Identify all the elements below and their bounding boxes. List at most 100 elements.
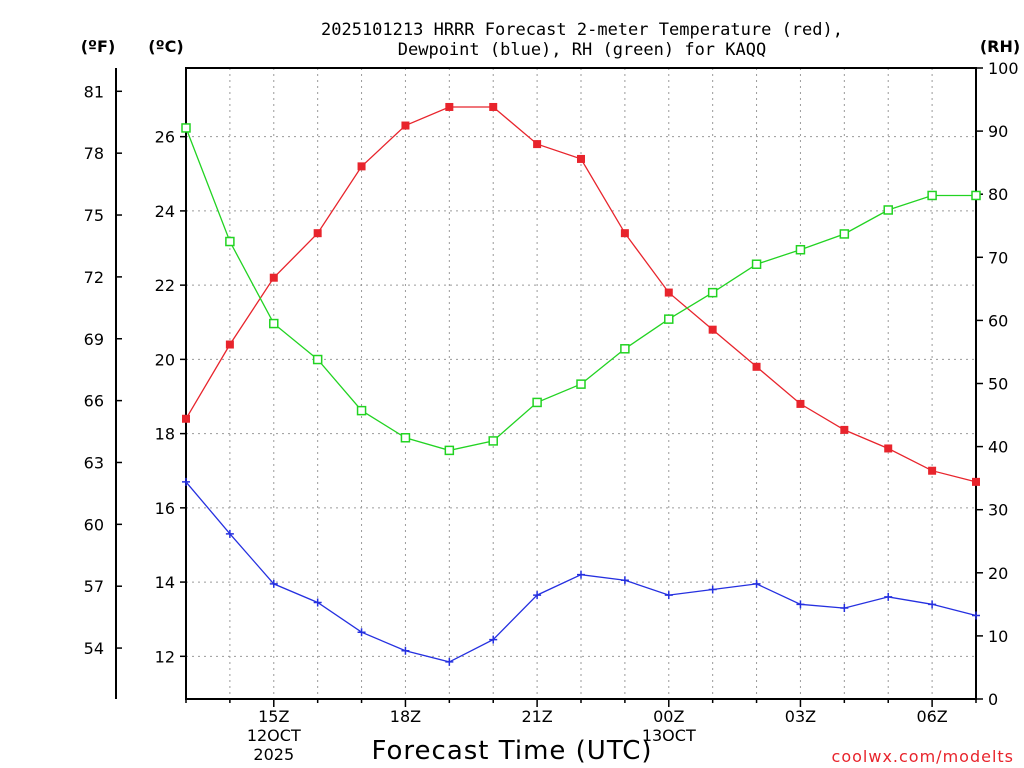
fahrenheit-tick-label: 66 bbox=[84, 392, 104, 411]
rh-point bbox=[576, 379, 586, 389]
dewpoint-point bbox=[840, 604, 849, 613]
temperature-point bbox=[884, 444, 893, 453]
x-tick-label: 12OCT bbox=[247, 726, 301, 745]
dewpoint-point bbox=[182, 477, 190, 486]
x-tick-label: 18Z bbox=[390, 707, 421, 726]
fahrenheit-tick-label: 78 bbox=[84, 144, 104, 163]
dewpoint-point bbox=[357, 628, 366, 637]
rh-point bbox=[400, 433, 411, 443]
temperature-point bbox=[489, 102, 498, 111]
rh-tick-label: 100 bbox=[988, 59, 1019, 78]
celsius-unit-label: (ºC) bbox=[148, 37, 183, 56]
temperature-point bbox=[313, 229, 322, 238]
celsius-tick-label: 18 bbox=[155, 425, 175, 444]
rh-point bbox=[707, 287, 718, 298]
temperature-point bbox=[928, 466, 937, 475]
fahrenheit-tick-label: 75 bbox=[84, 206, 104, 225]
dewpoint-point bbox=[972, 611, 980, 620]
fahrenheit-unit-label: (ºF) bbox=[81, 37, 116, 56]
dewpoint-point bbox=[577, 570, 585, 579]
dewpoint-point bbox=[225, 529, 234, 538]
celsius-tick-label: 22 bbox=[155, 276, 175, 295]
fahrenheit-tick-label: 60 bbox=[84, 515, 104, 534]
x-tick-label: 15Z bbox=[258, 707, 289, 726]
rh-point bbox=[312, 354, 323, 365]
dewpoint-point bbox=[796, 600, 805, 609]
temperature-point bbox=[401, 121, 410, 130]
rh-point bbox=[664, 314, 674, 324]
fahrenheit-tick-label: 57 bbox=[84, 577, 104, 596]
rh-point bbox=[225, 236, 235, 247]
rh-tick-label: 10 bbox=[988, 627, 1008, 646]
chart-title-line1: 2025101213 HRRR Forecast 2-meter Tempera… bbox=[321, 20, 843, 40]
celsius-tick-label: 14 bbox=[155, 573, 175, 592]
rh-point bbox=[620, 344, 630, 354]
temperature-point bbox=[752, 362, 761, 371]
temperature-point bbox=[620, 229, 629, 238]
rh-tick-label: 30 bbox=[988, 501, 1008, 520]
celsius-tick-label: 12 bbox=[155, 647, 175, 666]
dewpoint-point bbox=[884, 592, 893, 601]
temperature-point bbox=[840, 425, 849, 434]
dewpoint-point bbox=[313, 598, 322, 607]
rh-tick-label: 20 bbox=[988, 564, 1008, 583]
x-tick-label: 00Z bbox=[653, 707, 684, 726]
dewpoint-point bbox=[708, 585, 717, 594]
temperature-point bbox=[796, 399, 805, 408]
celsius-tick-label: 26 bbox=[155, 128, 175, 147]
temperature-point bbox=[225, 340, 234, 349]
rh-point bbox=[532, 397, 542, 408]
fahrenheit-tick-label: 81 bbox=[84, 82, 104, 101]
rh-unit-label: (RH) bbox=[980, 37, 1020, 56]
rh-point bbox=[269, 318, 279, 329]
rh-point bbox=[181, 123, 191, 133]
dewpoint-point bbox=[489, 635, 498, 644]
temperature-point bbox=[664, 288, 673, 297]
rh-point bbox=[883, 205, 893, 215]
celsius-tick-label: 24 bbox=[155, 202, 175, 221]
rh-tick-label: 60 bbox=[988, 311, 1008, 330]
rh-tick-label: 70 bbox=[988, 248, 1008, 267]
rh-tick-label: 80 bbox=[988, 185, 1008, 204]
dewpoint-point bbox=[928, 600, 937, 609]
temperature-point bbox=[577, 154, 585, 163]
axes-layer: 54 57 60 63 66 69 72 75 78 81 12 14 16 18 20 22 24 26 0 10 2… bbox=[84, 59, 1019, 764]
dewpoint-point bbox=[752, 579, 761, 588]
fahrenheit-tick-label: 54 bbox=[84, 639, 104, 658]
rh-point bbox=[751, 259, 762, 269]
rh-point bbox=[971, 190, 981, 201]
rh-point bbox=[839, 229, 850, 239]
x-tick-label: 03Z bbox=[785, 707, 816, 726]
celsius-tick-label: 20 bbox=[155, 350, 175, 369]
watermark: coolwx.com/modelts bbox=[832, 747, 1014, 766]
rh-tick-label: 50 bbox=[988, 375, 1008, 394]
rh-point bbox=[927, 190, 937, 201]
temperature-point bbox=[972, 477, 980, 486]
fahrenheit-tick-label: 72 bbox=[84, 268, 104, 287]
dewpoint-point bbox=[401, 646, 410, 655]
x-tick-label: 13OCT bbox=[642, 726, 696, 745]
temperature-point bbox=[533, 140, 542, 149]
dewpoint-point bbox=[533, 591, 542, 600]
dewpoint-point bbox=[620, 576, 629, 585]
fahrenheit-tick-label: 69 bbox=[84, 330, 104, 349]
chart-title-line2: Dewpoint (blue), RH (green) for KAQQ bbox=[398, 40, 766, 60]
temperature-line bbox=[185, 106, 977, 483]
fahrenheit-tick-label: 63 bbox=[84, 453, 104, 472]
x-axis-label: Forecast Time (UTC) bbox=[371, 736, 652, 766]
celsius-tick-label: 16 bbox=[155, 499, 175, 518]
dewpoint-point bbox=[269, 579, 278, 588]
rh-point bbox=[795, 244, 806, 255]
temperature-point bbox=[269, 273, 278, 282]
series-layer bbox=[181, 102, 981, 666]
x-tick-label: 2025 bbox=[253, 745, 294, 764]
rh-point bbox=[488, 436, 498, 446]
rh-point bbox=[356, 405, 367, 416]
temperature-point bbox=[182, 414, 190, 423]
temperature-point bbox=[357, 162, 366, 171]
dewpoint-point bbox=[445, 657, 454, 666]
temperature-point bbox=[445, 102, 454, 111]
dewpoint-point bbox=[664, 591, 673, 600]
x-tick-label: 21Z bbox=[521, 707, 552, 726]
